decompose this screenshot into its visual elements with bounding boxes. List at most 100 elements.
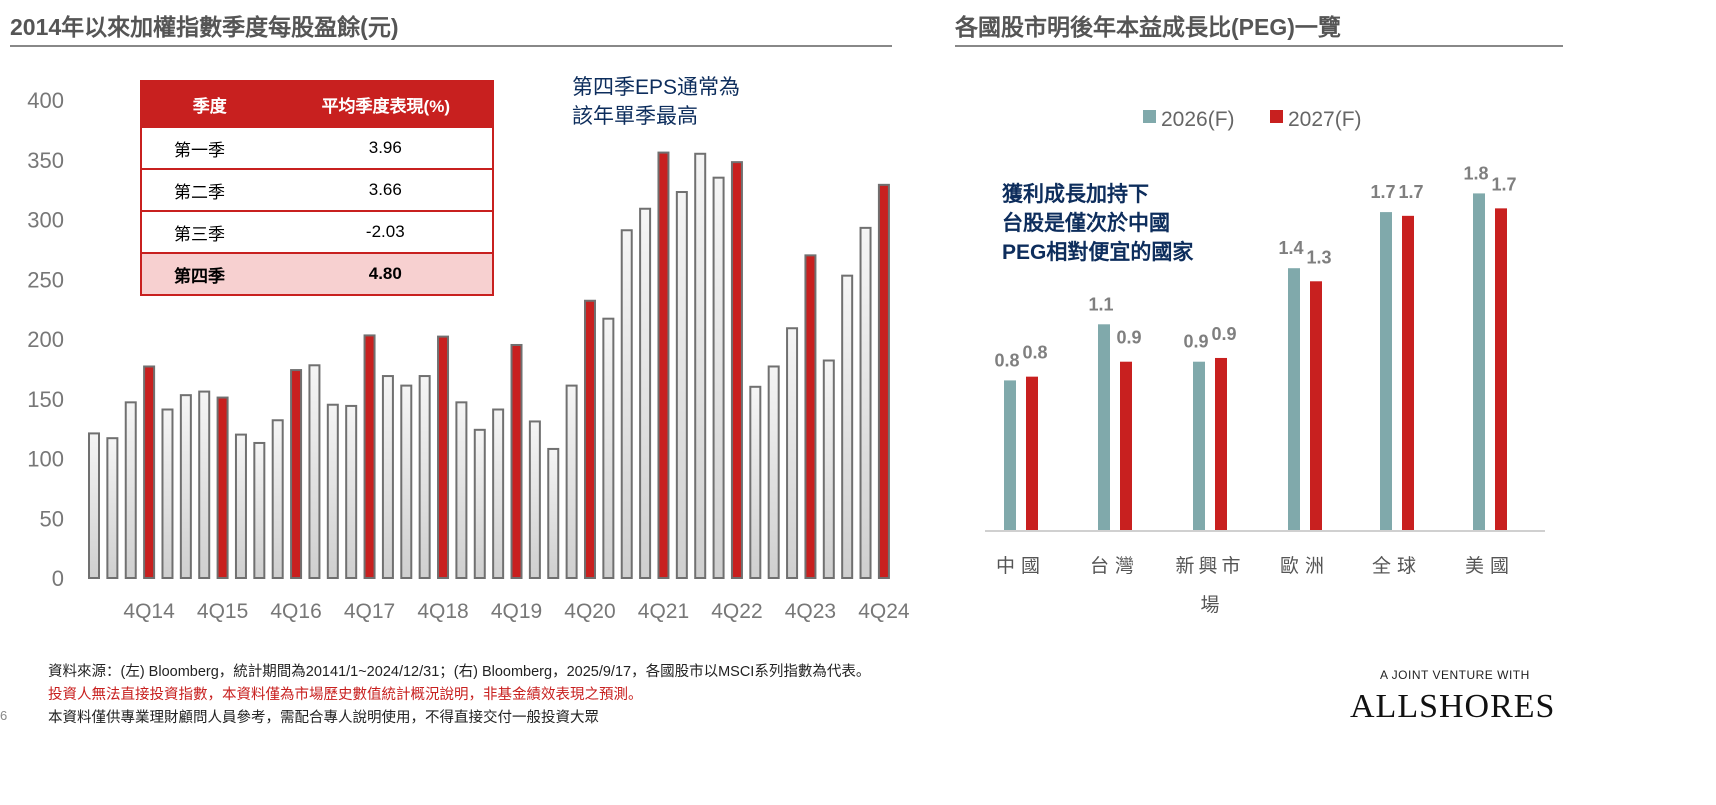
value-cell: 3.66: [278, 168, 495, 212]
annotation-line: PEG相對便宜的國家: [1002, 241, 1194, 264]
data-label: 1.1: [1088, 294, 1113, 314]
bar: [675, 191, 688, 579]
bar: [528, 420, 541, 579]
page-number: 6: [0, 708, 8, 723]
x-tick-label: 4Q22: [711, 600, 762, 623]
y-tick-label: 350: [27, 148, 64, 173]
category-label: 歐洲: [1280, 555, 1330, 577]
y-tick-label: 300: [27, 208, 64, 233]
peg-bar-2027(F): [1026, 376, 1038, 530]
disclaimer: 投資人無法直接投資指數，本資料僅為市場歷史數值統計概況說明，非基金績效表現之預測…: [48, 687, 643, 703]
bar-q4: [363, 334, 376, 580]
x-tick-label: 4Q18: [417, 600, 468, 623]
left-title-divider: [10, 45, 892, 47]
y-tick-label: 50: [40, 506, 64, 531]
bar: [234, 433, 247, 579]
data-label: 1.8: [1463, 163, 1488, 183]
right-title-divider: [955, 45, 1563, 47]
bar-q4: [510, 343, 523, 579]
logo-tagline: A JOINT VENTURE WITH: [1380, 668, 1530, 682]
peg-bar-2026(F): [1380, 212, 1392, 530]
header-performance: 平均季度表現(%): [277, 80, 495, 128]
annotation-line: 台股是僅次於中國: [1002, 212, 1170, 235]
bar: [565, 384, 578, 580]
bar: [253, 441, 266, 579]
bar: [859, 226, 872, 580]
data-label: 1.7: [1398, 182, 1423, 202]
bar: [161, 408, 174, 579]
y-tick-label: 0: [52, 566, 64, 591]
peg-bar-2026(F): [1004, 380, 1016, 530]
bar-q4: [877, 183, 890, 579]
data-label: 0.9: [1183, 332, 1208, 352]
bar: [841, 274, 854, 579]
x-tick-label: 4Q17: [344, 600, 395, 623]
right-annotation: 獲利成長加持下 台股是僅次於中國 PEG相對便宜的國家: [1002, 180, 1193, 267]
peg-bar-2027(F): [1402, 215, 1414, 530]
x-tick-label: 4Q14: [123, 600, 175, 623]
x-tick-label: 4Q20: [564, 600, 615, 623]
value-cell: 4.80: [278, 252, 495, 296]
table-header-row: 季度 平均季度表現(%): [140, 80, 495, 128]
y-tick-label: 100: [27, 447, 64, 472]
bar: [492, 408, 505, 579]
peg-bar-2027(F): [1310, 281, 1322, 530]
y-tick-label: 250: [27, 267, 64, 292]
bar: [88, 432, 100, 579]
bar: [124, 401, 137, 579]
bar: [786, 327, 799, 579]
x-tick-label: 4Q16: [270, 600, 321, 623]
bar-q4: [437, 335, 450, 579]
right-chart-title: 各國股市明後年本益成長比(PEG)一覽: [955, 14, 1341, 40]
source-note: 資料來源：(左) Bloomberg，統計期間為20141/1~2024/12/…: [48, 664, 871, 680]
annotation-line: 該年單季最高: [572, 105, 698, 128]
bar-q4: [730, 161, 743, 579]
bar: [271, 419, 284, 580]
bar: [400, 384, 413, 580]
legend-label: 2026(F): [1161, 108, 1235, 131]
bar: [179, 394, 192, 580]
quarter-cell: 第四季: [140, 252, 279, 296]
value-cell: -2.03: [278, 210, 495, 254]
allshores-logo: ALLSHORES: [1350, 688, 1556, 725]
bar: [308, 364, 321, 580]
bar: [455, 401, 468, 579]
peg-bar-2026(F): [1473, 193, 1485, 530]
x-tick-label: 4Q23: [785, 600, 836, 623]
quarterly-performance-table: 季度 平均季度表現(%) 第一季 3.96 第二季 3.66 第三季 -2.03 第四…: [140, 80, 495, 296]
annotation-line: 第四季EPS通常為: [572, 76, 741, 99]
data-label: 0.9: [1211, 324, 1236, 344]
table-row: 第三季 -2.03: [140, 210, 495, 254]
peg-bar-2026(F): [1193, 361, 1205, 530]
bar-q4: [216, 396, 229, 579]
quarter-cell: 第二季: [140, 168, 279, 212]
header-quarter: 季度: [140, 80, 280, 128]
bar: [712, 176, 725, 580]
table-row: 第二季 3.66: [140, 168, 495, 212]
bar: [198, 390, 211, 579]
bar: [694, 152, 707, 579]
bar-q4: [290, 369, 303, 579]
data-label: 1.4: [1278, 238, 1303, 258]
category-label: 美國: [1465, 555, 1515, 577]
bar: [602, 317, 615, 579]
legend-label: 2027(F): [1288, 108, 1362, 131]
bar-q4: [583, 299, 596, 579]
bar: [381, 375, 394, 580]
x-tick-label: 4Q15: [197, 600, 248, 623]
y-tick-label: 150: [27, 387, 64, 412]
bar-q4: [657, 151, 670, 580]
y-tick-label: 400: [27, 88, 64, 113]
peg-bar-2027(F): [1120, 361, 1132, 530]
data-label: 0.9: [1116, 328, 1141, 348]
quarter-cell: 第三季: [140, 210, 279, 254]
x-tick-label: 4Q19: [491, 600, 542, 623]
peg-bar-2026(F): [1288, 268, 1300, 530]
data-label: 0.8: [1022, 343, 1047, 363]
peg-bar-2026(F): [1098, 324, 1110, 530]
bar-q4: [143, 365, 156, 579]
x-tick-label: 4Q21: [638, 600, 689, 623]
bar: [326, 403, 339, 579]
data-label: 1.7: [1491, 174, 1516, 194]
